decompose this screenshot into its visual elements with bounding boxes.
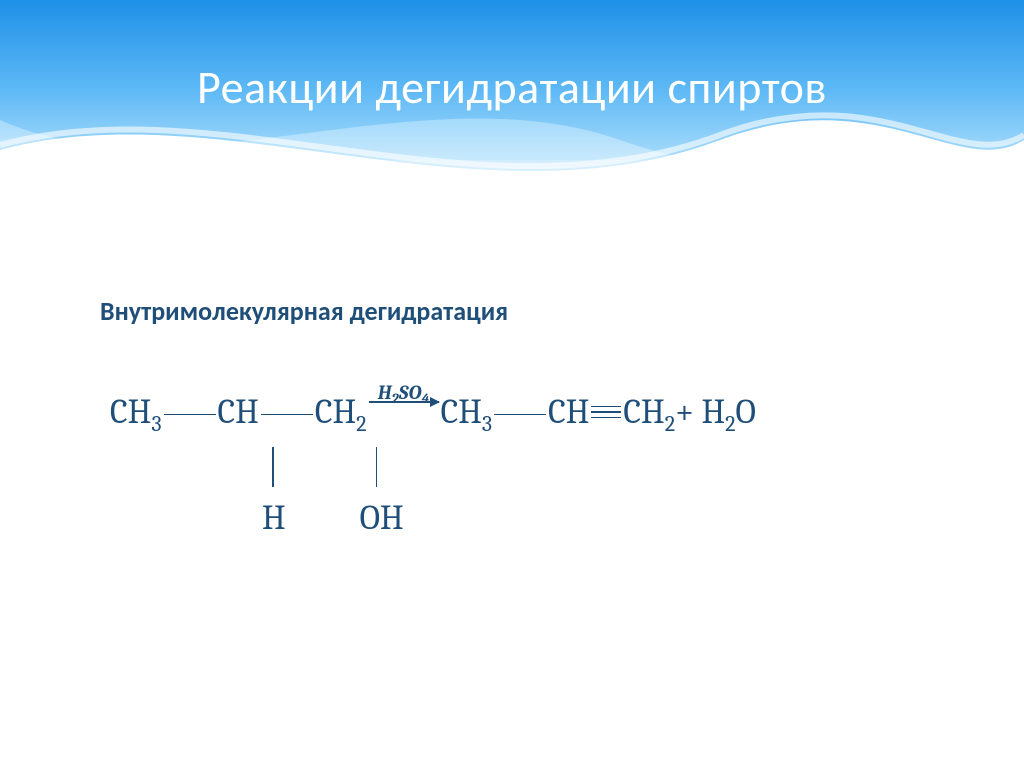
- txt: O: [736, 395, 756, 429]
- substituents-row: H OH: [110, 501, 756, 535]
- chemical-equation: CH 3 CH CH 2 H2SO4 CH 3: [110, 395, 756, 535]
- subscript: 2: [725, 413, 735, 435]
- txt: CH: [315, 395, 356, 429]
- product-ch2: CH 2: [623, 395, 675, 429]
- subscript: 2: [392, 390, 399, 407]
- subscript: 4: [422, 390, 430, 407]
- reagent-ch3: CH 3: [110, 395, 162, 429]
- vertical-bond: [376, 447, 378, 487]
- txt: CH: [623, 395, 664, 429]
- triple-bond: [591, 406, 621, 419]
- reaction-arrow: H2SO4: [369, 383, 439, 403]
- product-ch: CH: [548, 395, 589, 429]
- txt: CH: [548, 395, 589, 429]
- product-water: + H 2 O: [675, 395, 756, 429]
- slide: Реакции дегидратации спиртов Внутримолек…: [0, 0, 1024, 767]
- subscript: 2: [665, 413, 675, 435]
- subtitle: Внутримолекулярная дегидратация: [100, 295, 508, 327]
- vertical-bonds-row: [110, 447, 756, 487]
- product-ch3: CH 3: [441, 395, 493, 429]
- txt: CH: [441, 395, 482, 429]
- txt: CH: [110, 395, 151, 429]
- substituent-oh: OH: [360, 501, 404, 535]
- txt: CH: [218, 395, 259, 429]
- single-bond: [494, 414, 546, 416]
- single-bond: [164, 414, 216, 416]
- slide-title: Реакции дегидратации спиртов: [0, 60, 1024, 116]
- arrow-line: [369, 401, 439, 403]
- slide-header: Реакции дегидратации спиртов: [0, 0, 1024, 220]
- arrow-catalyst-label: H2SO4: [378, 383, 430, 403]
- vertical-bond: [272, 447, 274, 487]
- single-bond: [261, 414, 313, 416]
- subscript: 3: [482, 413, 492, 435]
- reagent-ch2: CH 2: [315, 395, 367, 429]
- equation-main-row: CH 3 CH CH 2 H2SO4 CH 3: [110, 395, 756, 429]
- reagent-ch: CH: [218, 395, 259, 429]
- substituent-h: H: [262, 501, 286, 535]
- subscript: 2: [356, 413, 366, 435]
- txt: + H: [675, 395, 725, 429]
- subscript: 3: [151, 413, 161, 435]
